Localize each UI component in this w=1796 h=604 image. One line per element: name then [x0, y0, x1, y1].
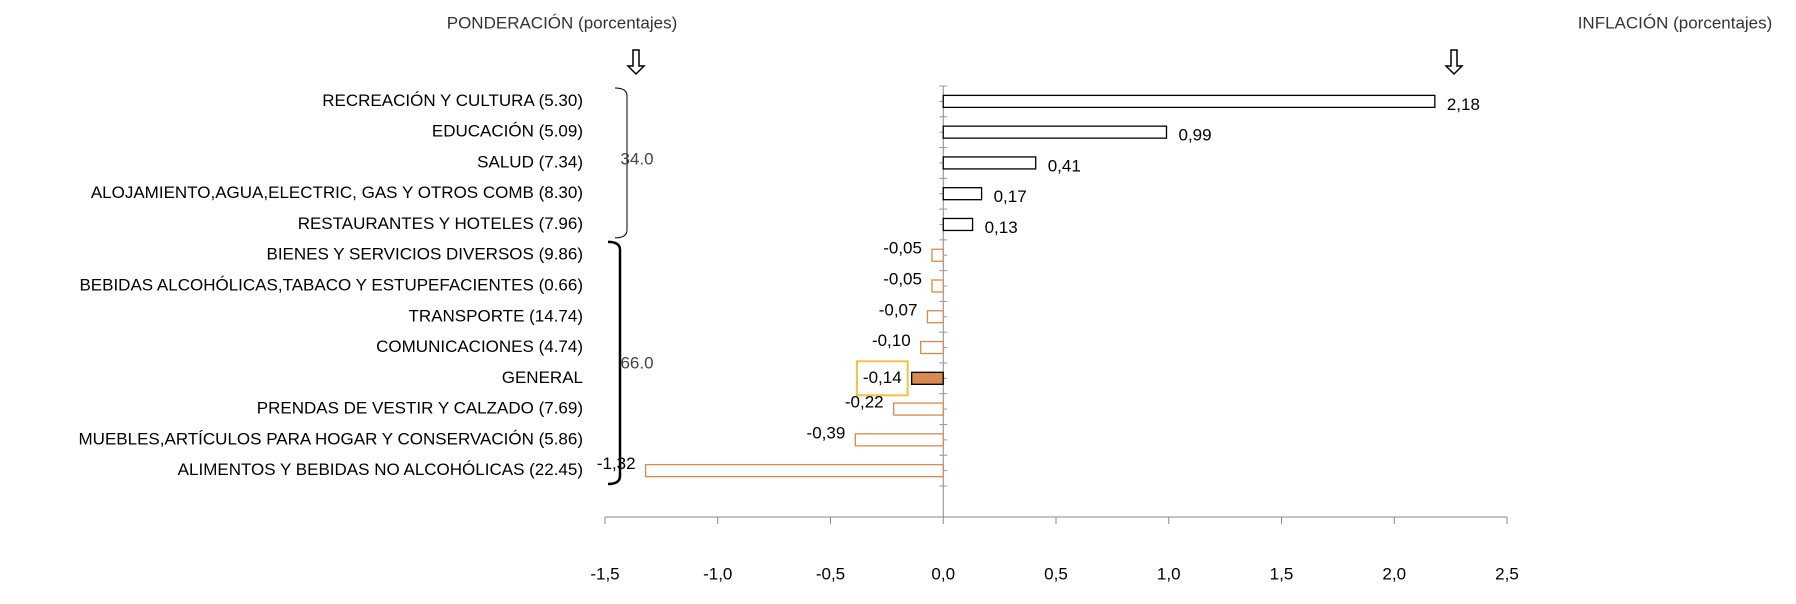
value-label: -0,05 — [883, 269, 922, 288]
x-tick-label: 0,5 — [1044, 564, 1068, 583]
category-label: TRANSPORTE (14.74) — [409, 306, 583, 325]
bar — [854, 433, 944, 447]
x-tick-label: 2,0 — [1382, 564, 1406, 583]
value-label: -0,07 — [879, 300, 918, 319]
bar — [644, 463, 944, 478]
value-label: 0,41 — [1048, 156, 1081, 175]
category-label: SALUD (7.34) — [477, 152, 583, 171]
value-label: -0,14 — [863, 368, 902, 387]
value-label: 0,17 — [994, 187, 1027, 206]
bar — [911, 371, 944, 385]
value-label: -0,39 — [807, 423, 846, 442]
value-label: -1,32 — [597, 454, 636, 473]
category-label: MUEBLES,ARTÍCULOS PARA HOGAR Y CONSERVAC… — [79, 429, 583, 448]
category-label: PRENDAS DE VESTIR Y CALZADO (7.69) — [257, 399, 583, 418]
bar — [920, 340, 944, 355]
bar — [942, 217, 974, 232]
bar — [942, 187, 983, 201]
value-label: 0,13 — [985, 218, 1018, 237]
bar — [892, 402, 944, 416]
category-label: EDUCACIÓN (5.09) — [432, 122, 583, 141]
left-header: PONDERACIÓN (porcentajes) — [447, 13, 678, 32]
value-label: 2,18 — [1447, 95, 1480, 114]
bar — [931, 279, 944, 293]
group-bracket — [607, 240, 622, 486]
right-header: INFLACIÓN (porcentajes) — [1578, 13, 1773, 32]
category-label: BIENES Y SERVICIOS DIVERSOS (9.86) — [266, 245, 583, 264]
value-label: 0,99 — [1178, 126, 1211, 145]
group-bracket — [614, 87, 628, 239]
group-label: 34.0 — [620, 149, 653, 168]
category-label: COMUNICACIONES (4.74) — [376, 337, 583, 356]
x-tick-label: 2,5 — [1495, 564, 1519, 583]
x-tick-label: 1,5 — [1270, 564, 1294, 583]
value-label: -0,10 — [872, 331, 911, 350]
bar — [926, 310, 944, 324]
x-tick-label: 1,0 — [1157, 564, 1181, 583]
category-label: ALOJAMIENTO,AGUA,ELECTRIC, GAS Y OTROS C… — [91, 183, 583, 202]
bar — [942, 94, 1436, 109]
arrow-left — [626, 49, 646, 76]
category-label: BEBIDAS ALCOHÓLICAS,TABACO Y ESTUPEFACIE… — [79, 275, 583, 294]
highlight-box — [855, 360, 909, 397]
value-label: -0,05 — [883, 239, 922, 258]
category-label: ALIMENTOS Y BEBIDAS NO ALCOHÓLICAS (22.4… — [178, 460, 583, 479]
value-label: -0,22 — [845, 393, 884, 412]
category-label: GENERAL — [502, 368, 583, 387]
group-label: 66.0 — [620, 353, 653, 372]
category-label: RESTAURANTES Y HOTELES (7.96) — [298, 214, 583, 233]
arrow-right — [1444, 49, 1464, 76]
x-tick-label: -1,5 — [590, 564, 619, 583]
bar — [942, 156, 1037, 170]
bar — [942, 125, 1168, 139]
x-tick-label: -0,5 — [816, 564, 845, 583]
category-label: RECREACIÓN Y CULTURA (5.30) — [322, 91, 583, 110]
x-tick-label: 0,0 — [931, 564, 955, 583]
bar — [931, 248, 944, 262]
x-tick-label: -1,0 — [703, 564, 732, 583]
